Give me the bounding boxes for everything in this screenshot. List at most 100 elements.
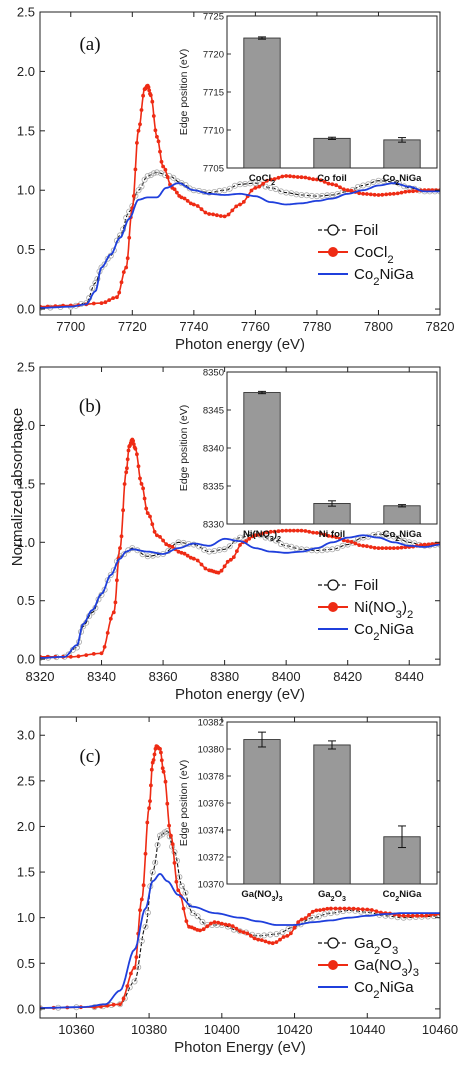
series-ni-no3-2-point <box>384 546 389 550</box>
y-tick-label: 1.5 <box>17 123 35 138</box>
series-cocl2-point <box>265 178 269 183</box>
series-ga-no3-3-point <box>212 920 217 925</box>
series-foil-point <box>141 176 148 183</box>
series-ni-no3-2-point <box>122 482 127 486</box>
series-co2niga-line <box>40 534 440 659</box>
series-foil-point <box>354 183 361 190</box>
series-ga-no3-3-point <box>149 767 154 772</box>
series-ga-no3-3-point <box>415 913 420 918</box>
series-ga-no3-3-point <box>256 937 261 942</box>
series-cocl2-point <box>311 177 315 182</box>
y-tick-label: 1.0 <box>17 910 35 925</box>
series-cocl2-point <box>380 192 385 197</box>
series-cocl2-point <box>131 194 136 198</box>
series-ga-no3-3-point <box>333 906 338 911</box>
series-ni-no3-2-point <box>148 514 152 519</box>
series-ni-no3-2-point <box>235 549 239 553</box>
legend-entry: Ni(NO3)2 <box>354 599 413 621</box>
panel-c: 10360 10380 10400 10420 10440 10460 0.0 0.5 1.0 1… <box>17 716 458 1056</box>
series-ga-no3-3-point <box>356 907 361 911</box>
series-cocl2-point <box>158 149 162 154</box>
series-cocl2-point <box>334 183 339 188</box>
series-cocl2-point <box>341 187 346 192</box>
inset-y-tick-label: 8350 <box>203 368 224 379</box>
series-ni-no3-2-point <box>349 540 354 544</box>
series-ni-no3-2-point <box>115 578 119 583</box>
series-ga-no3-3-point <box>245 931 250 936</box>
series-ni-no3-2-point <box>141 486 146 491</box>
series-ni-no3-2-point <box>318 531 323 536</box>
series-ga2o3-point <box>182 889 189 896</box>
series-cocl2-point <box>318 178 323 183</box>
series-ga-no3-3-point <box>209 921 213 926</box>
legend-swatch-marker <box>327 224 339 236</box>
series-foil-point <box>267 535 274 542</box>
series-cocl2-point <box>361 191 365 196</box>
series-ga-no3-3-point <box>307 913 311 917</box>
series-cocl2-point <box>291 174 296 179</box>
series-cocl2-point <box>125 256 130 261</box>
inset-category-label-part: Co <box>383 173 396 184</box>
y-tick-label: 0.0 <box>17 652 35 667</box>
legend-entry: CoCl2 <box>354 244 394 266</box>
y-tick-label: 1.0 <box>17 535 35 550</box>
series-cocl2-point <box>226 212 231 217</box>
x-tick-label: 8320 <box>26 669 55 684</box>
series-ga2o3-point <box>142 923 149 930</box>
series-co2niga-line <box>40 872 440 1009</box>
series-ga-no3-3-point <box>143 851 148 856</box>
series-ni-no3-2-point <box>311 530 315 535</box>
inset-category-label: CoCl2 <box>249 173 275 187</box>
series-cocl2-point <box>407 189 412 194</box>
series-ni-no3-2-point <box>276 529 281 534</box>
series-ga-no3-3-point <box>160 766 165 771</box>
series-cocl2-point <box>257 184 262 189</box>
series-foil-point <box>390 533 397 540</box>
series-ni-no3-2-point <box>142 496 147 501</box>
series-cocl2-point <box>349 188 354 193</box>
inset-category-label: Co foil <box>317 173 347 184</box>
series-ni-no3-2-point <box>133 446 138 451</box>
series-ga-no3-3-point <box>141 883 146 888</box>
series-ni-no3-2-point <box>164 542 169 547</box>
series-ga-no3-3-point <box>374 909 379 914</box>
inset-category-label-part: 3 <box>270 535 274 543</box>
inset-category-label-part: CoCl <box>249 173 271 184</box>
series-cocl2-point <box>276 175 281 180</box>
series-ni-no3-2-point <box>170 545 175 549</box>
series-ga-no3-3-point <box>325 906 330 911</box>
series-ni-no3-2-point <box>295 528 300 533</box>
inset-bar <box>243 392 281 525</box>
x-tick-label: 7700 <box>56 319 85 334</box>
series-ga2o3-point <box>189 910 196 917</box>
inset-bar <box>243 739 281 885</box>
series-ni-no3-2-point <box>303 529 308 533</box>
series-foil-point <box>107 572 114 579</box>
series-ni-no3-2-point <box>376 546 381 550</box>
series-foil-point <box>221 546 228 553</box>
x-tick-label: 8440 <box>395 669 424 684</box>
series-ni-no3-2-point <box>268 529 273 534</box>
series-cocl2-point <box>182 196 187 201</box>
series-ga-no3-3-point <box>172 861 177 865</box>
inset-y-tick-label: 10372 <box>198 853 224 864</box>
y-tick-label: 2.0 <box>17 418 35 433</box>
series-ni-no3-2-point <box>228 557 233 562</box>
series-ni-no3-2-point <box>188 555 193 560</box>
series-cocl2-point <box>99 301 104 305</box>
series-foil-point <box>395 535 402 542</box>
series-ni-no3-2-point <box>284 528 289 533</box>
legend-swatch-marker <box>327 937 339 949</box>
series-ga-no3-3-point <box>99 1004 103 1009</box>
series-cocl2-point <box>138 122 142 127</box>
panel-label: (b) <box>79 396 101 417</box>
series-ni-no3-2-point <box>139 482 144 486</box>
legend-entry-part: Co <box>354 266 373 283</box>
x-tick-label: 10400 <box>204 1022 240 1037</box>
series-ni-no3-2-point <box>399 545 404 550</box>
series-cocl2-point <box>215 213 219 218</box>
x-tick-label: 10460 <box>422 1022 458 1037</box>
series-ga-no3-3-point <box>360 907 365 912</box>
legend-swatch-marker <box>328 602 338 612</box>
series-cocl2-point <box>388 192 392 196</box>
